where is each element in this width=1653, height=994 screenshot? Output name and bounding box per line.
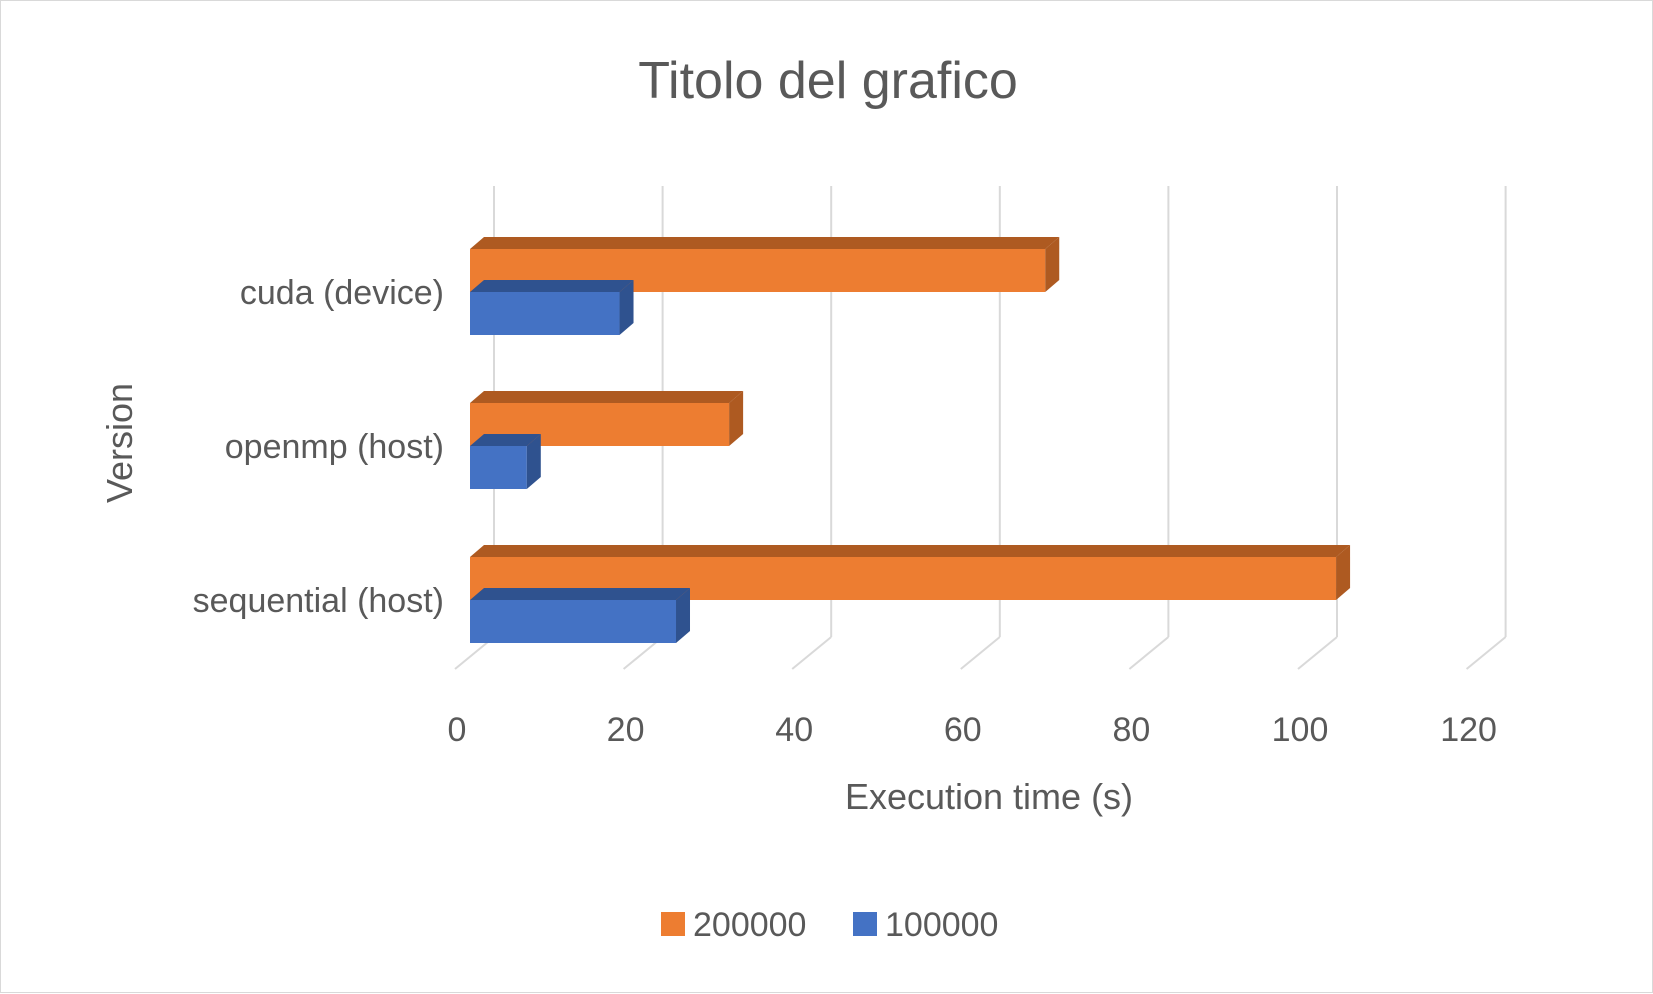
- bar-side: [729, 391, 744, 446]
- gridline-floor-60: [960, 636, 1001, 670]
- y-axis-label: Version: [99, 383, 140, 503]
- legend-label: 100000: [885, 906, 998, 944]
- bar-top: [470, 391, 744, 403]
- chart-title: Titolo del grafico: [638, 52, 1018, 110]
- x-tick-label: 20: [607, 711, 645, 749]
- bar-top: [470, 237, 1060, 249]
- legend-label: 200000: [693, 906, 806, 944]
- bar-side: [1336, 545, 1351, 600]
- legend: 200000 100000: [661, 906, 998, 944]
- bar-top: [470, 434, 541, 446]
- bar-top: [470, 280, 634, 292]
- gridline-floor-100: [1297, 636, 1338, 670]
- bar-top: [470, 545, 1351, 557]
- bar-100000-2: [470, 588, 691, 643]
- bar-100000-1: [470, 434, 541, 489]
- bar-front: [470, 600, 677, 643]
- bar-side: [676, 588, 691, 643]
- category-labels: cuda (device) openmp (host) sequential (ho…: [193, 274, 444, 620]
- bars: [470, 237, 1351, 643]
- x-tick-label: 100: [1272, 711, 1329, 749]
- x-tick-label: 120: [1440, 711, 1497, 749]
- category-label: cuda (device): [240, 274, 444, 312]
- bar-side: [619, 280, 634, 335]
- bar-top: [470, 588, 691, 600]
- bar-side: [1045, 237, 1060, 292]
- x-tick-labels: 0 20 40 60 80 100 120: [448, 711, 1497, 749]
- x-axis-label: Execution time (s): [845, 776, 1133, 817]
- category-label: sequential (host): [193, 582, 444, 620]
- x-tick-label: 0: [448, 711, 467, 749]
- gridline-floor-80: [1128, 636, 1170, 670]
- x-tick-label: 60: [944, 711, 982, 749]
- x-tick-label: 40: [775, 711, 813, 749]
- gridline-floor-120: [1465, 636, 1507, 670]
- category-label: openmp (host): [225, 428, 444, 466]
- legend-swatch-200000: [661, 912, 685, 936]
- gridline-floor-40: [791, 636, 832, 670]
- x-tick-label: 80: [1112, 711, 1150, 749]
- bar-front: [470, 292, 620, 335]
- bar-front: [470, 446, 527, 489]
- bar-100000-0: [470, 280, 634, 335]
- legend-swatch-100000: [853, 912, 877, 936]
- bar-side: [526, 434, 541, 489]
